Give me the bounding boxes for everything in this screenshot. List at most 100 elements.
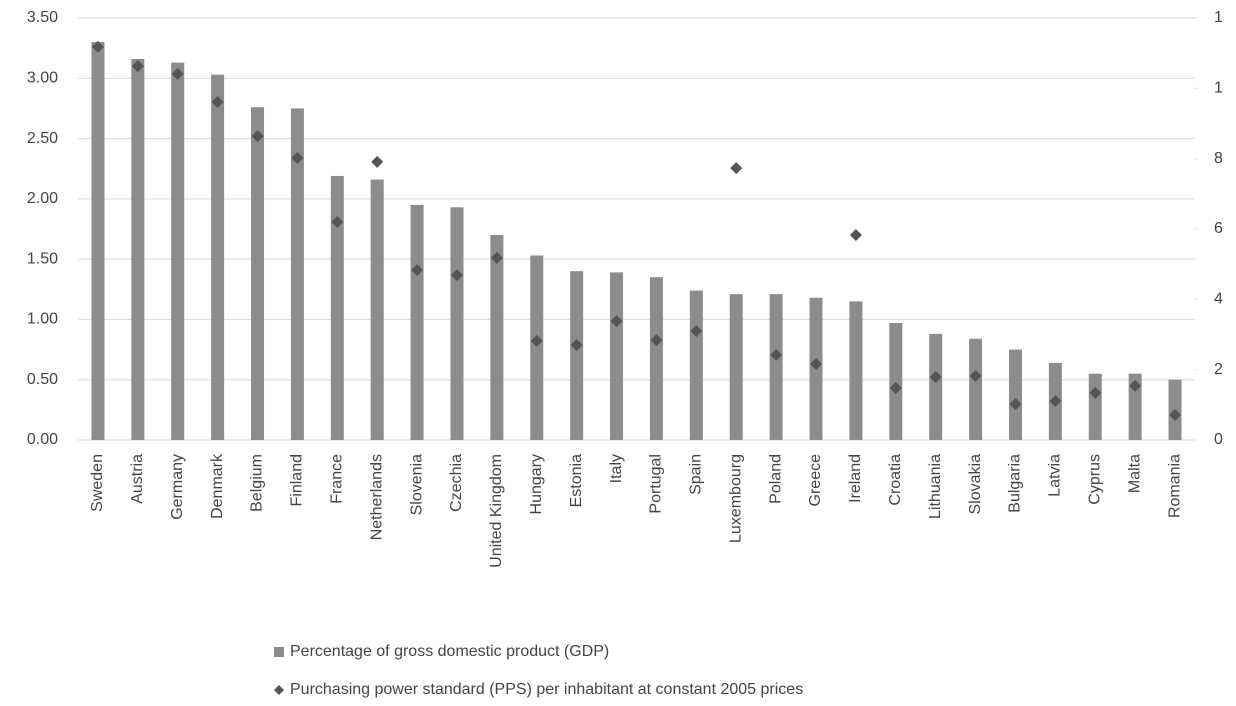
y2-tick-label: 4	[1214, 291, 1223, 308]
y-tick-label: 2.50	[27, 130, 58, 147]
marker	[1049, 394, 1062, 407]
legend-swatch	[274, 647, 284, 657]
x-tick-label: Italy	[608, 454, 625, 483]
marker	[371, 155, 384, 168]
y-tick-label: 1.50	[27, 250, 58, 267]
marker	[450, 269, 463, 282]
x-tick-label: Spain	[688, 454, 705, 495]
x-tick-label: Croatia	[887, 454, 904, 506]
marker	[1009, 398, 1022, 411]
y-tick-label: 0.50	[27, 371, 58, 388]
x-tick-label: Sweden	[89, 454, 106, 512]
bar	[1008, 349, 1022, 440]
bar	[570, 271, 584, 440]
marker	[1129, 379, 1142, 392]
x-tick-label: Austria	[129, 454, 146, 504]
marker	[570, 339, 583, 352]
marker	[331, 215, 344, 228]
bar	[91, 42, 105, 440]
x-tick-label: Greece	[807, 454, 824, 507]
x-tick-label: Luxembourg	[727, 454, 744, 543]
marker	[1089, 386, 1102, 399]
bar	[729, 294, 743, 440]
bar	[649, 277, 663, 440]
bar	[450, 207, 464, 440]
bar	[849, 301, 863, 440]
legend-label: Percentage of gross domestic product (GD…	[290, 643, 609, 660]
bar	[490, 235, 504, 440]
marker	[291, 151, 304, 164]
bar	[370, 179, 384, 440]
marker	[251, 130, 264, 143]
x-tick-label: Finland	[289, 454, 306, 506]
x-tick-label: Bulgaria	[1007, 454, 1024, 513]
marker	[810, 358, 823, 371]
y2-tick-label: 2	[1214, 361, 1223, 378]
y-tick-label: 1.00	[27, 311, 58, 328]
x-tick-label: Hungary	[528, 454, 545, 514]
legend-label: Purchasing power standard (PPS) per inha…	[290, 681, 803, 698]
x-tick-label: Denmark	[209, 453, 226, 519]
marker	[889, 381, 902, 394]
bar	[211, 74, 225, 440]
marker	[770, 348, 783, 361]
x-tick-label: Romania	[1166, 454, 1183, 518]
marker	[1169, 409, 1182, 422]
x-tick-label: Latvia	[1047, 454, 1064, 497]
bar	[131, 58, 145, 440]
bar	[610, 272, 624, 440]
bar	[929, 333, 943, 440]
x-tick-label: Lithuania	[927, 454, 944, 519]
legend-swatch	[274, 685, 284, 695]
bar	[330, 175, 344, 440]
marker	[131, 60, 144, 73]
y2-tick-label: 8	[1214, 150, 1223, 167]
y2-tick-label: 0	[1214, 431, 1223, 448]
y2-tick-label: 1	[1214, 9, 1223, 26]
marker	[730, 162, 743, 175]
bar	[969, 338, 983, 440]
x-tick-label: Cyprus	[1086, 454, 1103, 505]
y2-tick-label: 6	[1214, 220, 1223, 237]
bar	[290, 108, 304, 440]
x-tick-label: Germany	[169, 454, 186, 520]
marker	[650, 334, 663, 347]
y-tick-label: 2.00	[27, 190, 58, 207]
x-tick-label: Czechia	[448, 454, 465, 512]
y-tick-label: 3.50	[27, 9, 58, 26]
x-tick-label: Belgium	[249, 454, 266, 512]
bar	[889, 323, 903, 440]
x-tick-label: France	[329, 454, 346, 504]
bar	[530, 255, 544, 440]
marker	[969, 369, 982, 382]
x-tick-label: United Kingdom	[488, 454, 505, 568]
x-tick-label: Portugal	[648, 454, 665, 514]
y2-tick-label: 1	[1214, 80, 1223, 97]
x-tick-label: Netherlands	[368, 454, 385, 540]
x-tick-label: Malta	[1126, 454, 1143, 493]
marker	[211, 96, 224, 109]
x-tick-label: Slovenia	[408, 454, 425, 515]
marker	[411, 264, 424, 277]
bar	[689, 290, 703, 440]
bar	[1128, 373, 1142, 440]
marker	[490, 251, 503, 264]
x-tick-label: Estonia	[568, 454, 585, 507]
x-tick-label: Poland	[767, 454, 784, 504]
marker	[530, 334, 543, 347]
y-tick-label: 3.00	[27, 70, 58, 87]
marker	[690, 324, 703, 337]
bar	[251, 107, 265, 441]
x-tick-label: Slovakia	[967, 454, 984, 515]
bar	[171, 62, 185, 441]
marker	[849, 228, 862, 241]
marker	[91, 40, 104, 53]
bar	[1088, 373, 1102, 440]
y-tick-label: 0.00	[27, 431, 58, 448]
x-tick-label: Ireland	[847, 454, 864, 503]
bar	[769, 294, 783, 440]
marker	[610, 315, 623, 328]
bar	[410, 204, 424, 440]
marker	[171, 67, 184, 80]
